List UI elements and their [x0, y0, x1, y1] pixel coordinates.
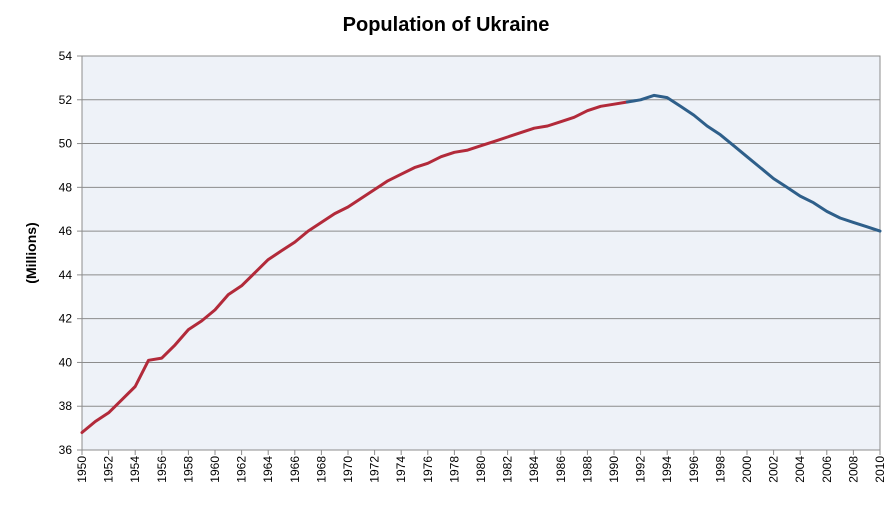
x-tick-label: 1970 — [341, 456, 355, 483]
series-line-0 — [80, 100, 629, 434]
x-tick-label: 1972 — [368, 456, 382, 483]
x-axis-ticks: 1950 1952 1954 1956 1958 1960 1962 1964 1966 1968… — [75, 450, 887, 483]
y-tick-label: 52 — [59, 93, 73, 107]
x-tick-label: 1994 — [660, 456, 674, 483]
y-tick-label: 48 — [59, 180, 73, 194]
gridlines — [82, 55, 880, 451]
x-tick-label: 2002 — [767, 456, 781, 483]
x-tick-label: 1980 — [474, 456, 488, 483]
x-tick-label: 1962 — [235, 456, 249, 483]
y-tick-label: 46 — [59, 224, 73, 238]
x-tick-label: 1984 — [527, 456, 541, 483]
x-tick-label: 1960 — [208, 456, 222, 483]
x-tick-label: 1998 — [713, 456, 727, 483]
x-tick-label: 1996 — [687, 456, 701, 483]
plot-area — [81, 55, 881, 451]
x-tick-label: 1950 — [75, 456, 89, 483]
y-axis-label: (Millions) — [23, 222, 39, 283]
y-axis-ticks: 36 38 40 42 44 46 48 50 52 54 — [59, 49, 82, 457]
x-tick-label: 1952 — [102, 456, 116, 483]
y-tick-label: 50 — [59, 137, 73, 151]
x-tick-label: 1976 — [421, 456, 435, 483]
x-tick-label: 1974 — [394, 456, 408, 483]
series-line-1 — [625, 93, 882, 233]
y-tick-label: 36 — [59, 443, 73, 457]
x-tick-label: 1968 — [314, 456, 328, 483]
x-tick-label: 1954 — [128, 456, 142, 483]
x-tick-label: 2008 — [846, 456, 860, 483]
x-tick-label: 1992 — [634, 456, 648, 483]
x-tick-label: 1990 — [607, 456, 621, 483]
x-tick-label: 1966 — [288, 456, 302, 483]
x-tick-label: 2004 — [793, 456, 807, 483]
series-lines — [80, 93, 882, 434]
x-tick-label: 1964 — [261, 456, 275, 483]
x-tick-label: 2010 — [873, 456, 887, 483]
y-tick-label: 38 — [59, 399, 73, 413]
y-tick-label: 42 — [59, 312, 73, 326]
x-tick-label: 1988 — [580, 456, 594, 483]
chart-title: Population of Ukraine — [343, 14, 550, 36]
x-tick-label: 1978 — [447, 456, 461, 483]
x-tick-label: 1986 — [554, 456, 568, 483]
y-tick-label: 54 — [59, 49, 73, 63]
x-tick-label: 1956 — [155, 456, 169, 483]
y-tick-label: 40 — [59, 355, 73, 369]
x-tick-label: 2006 — [820, 456, 834, 483]
x-tick-label: 1982 — [501, 456, 515, 483]
x-tick-label: 2000 — [740, 456, 754, 483]
x-tick-label: 1958 — [181, 456, 195, 483]
y-tick-label: 44 — [59, 268, 73, 282]
